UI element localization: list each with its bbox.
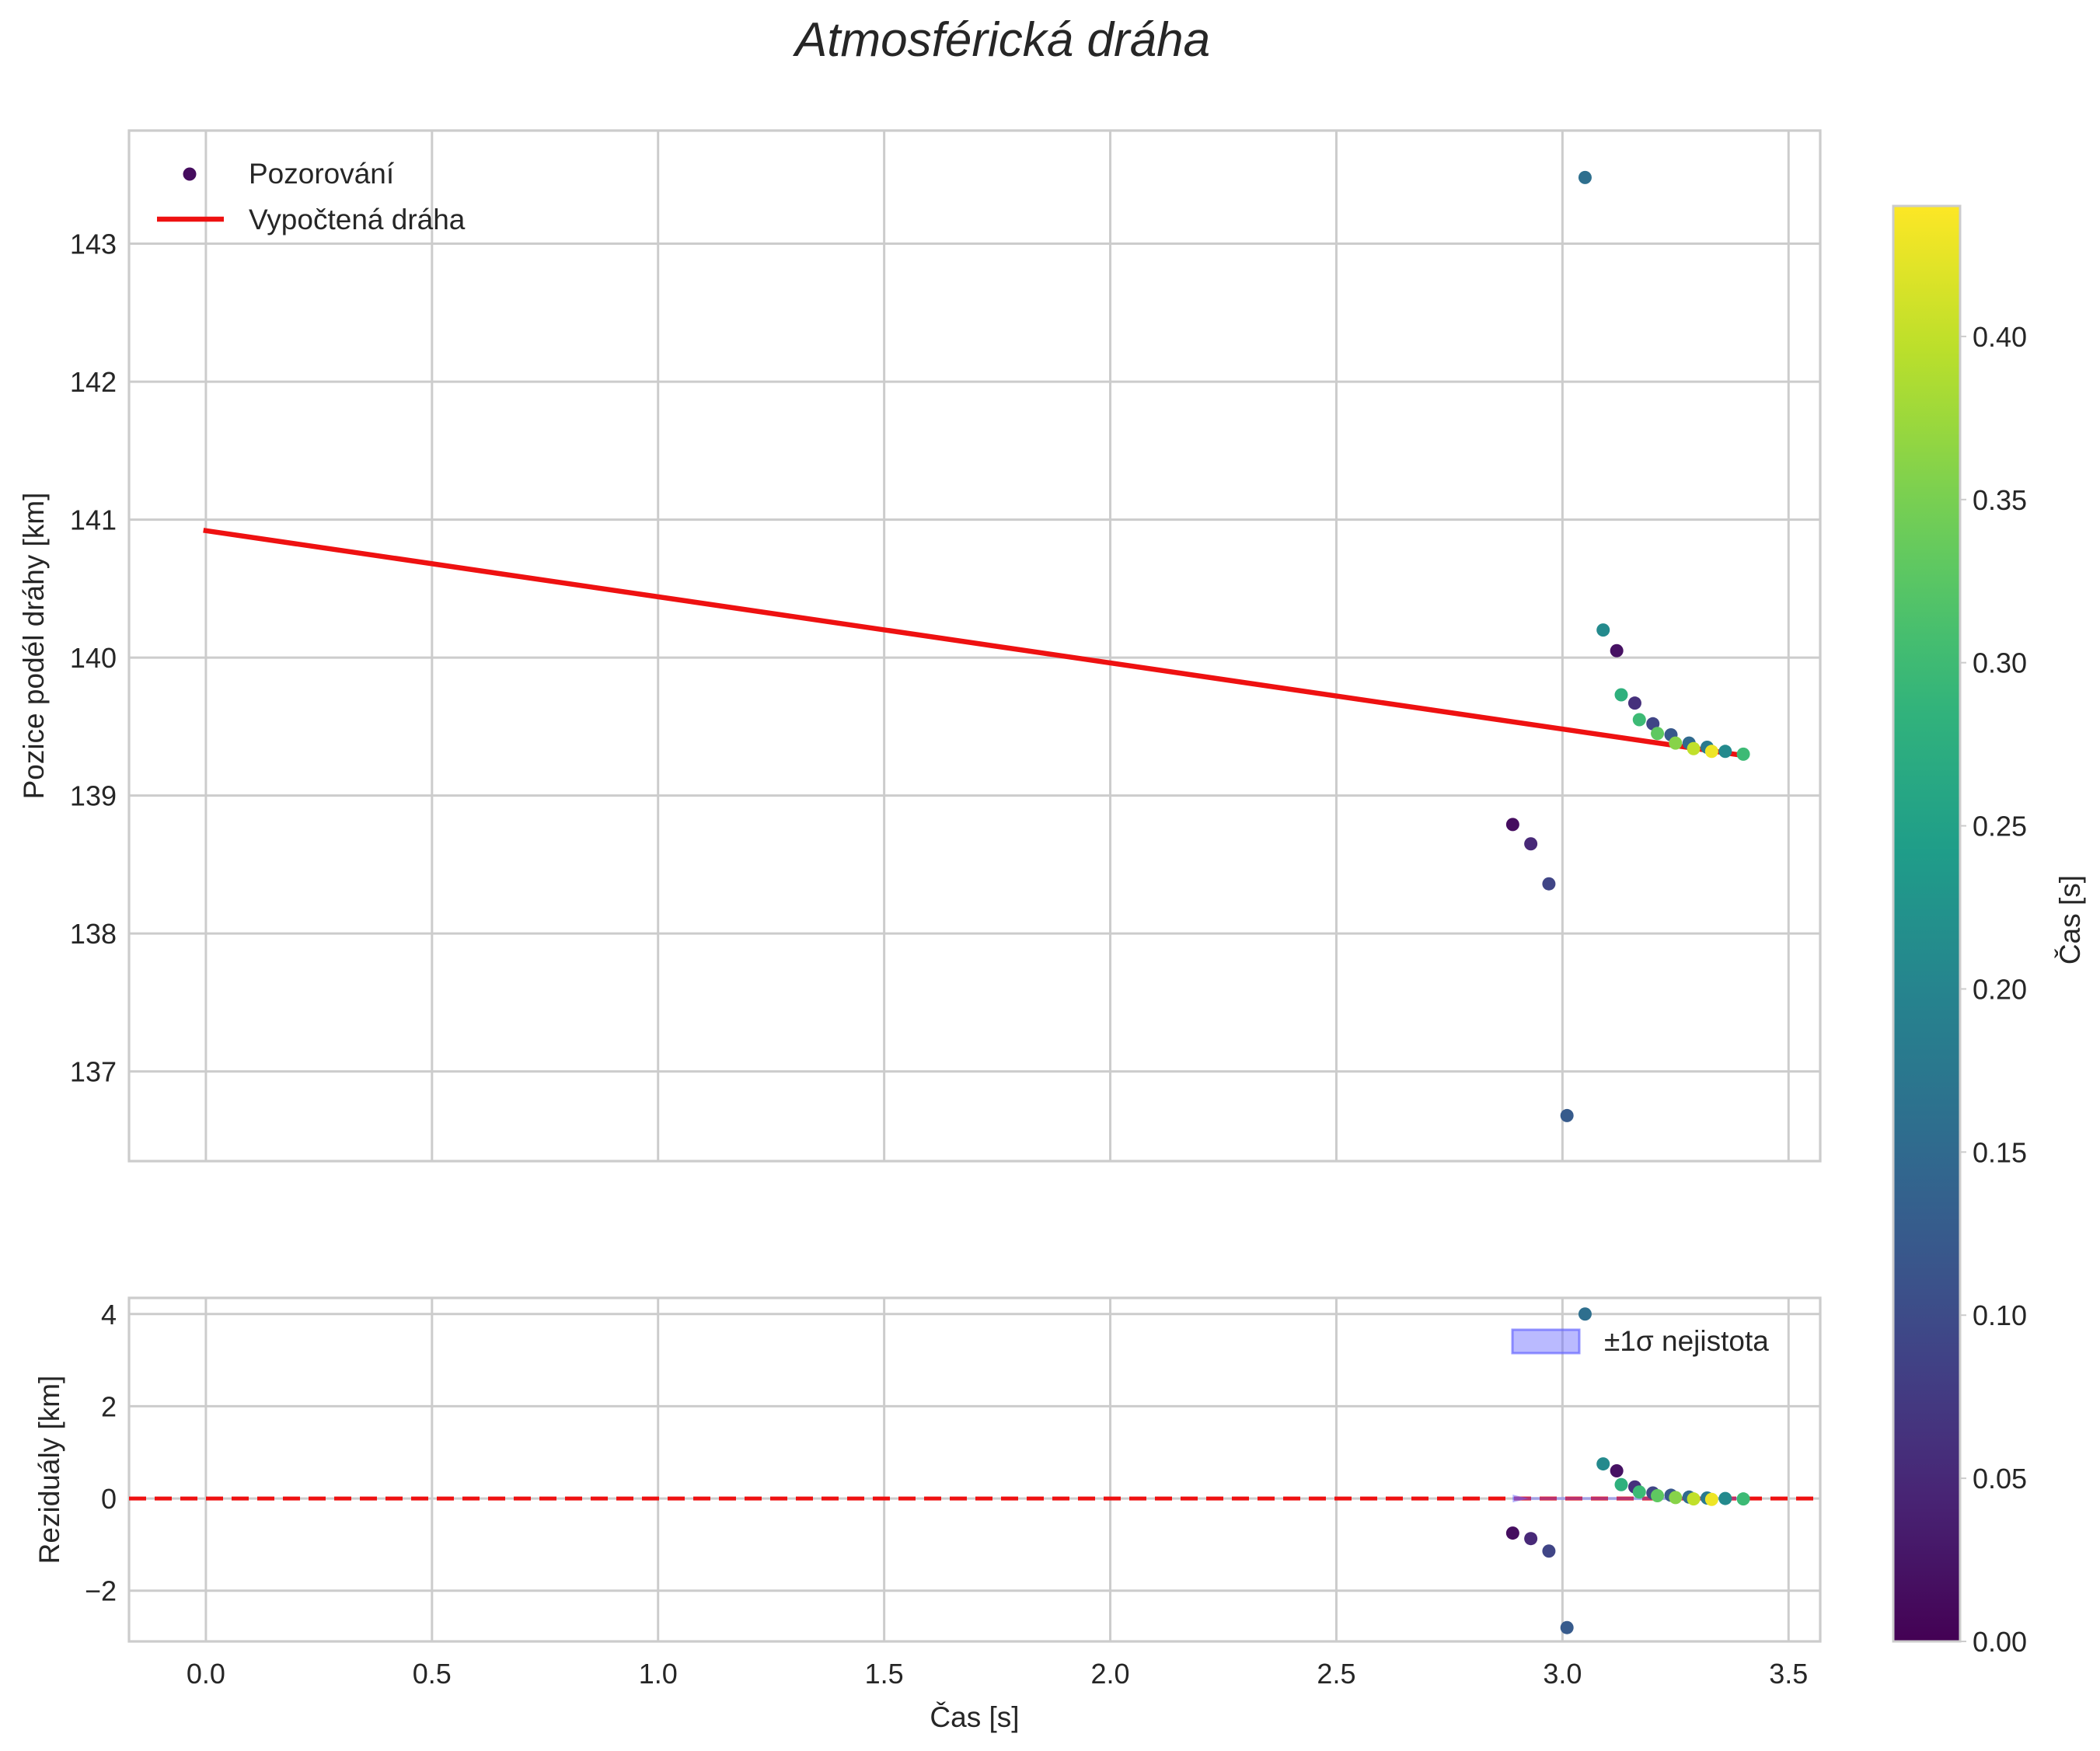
observation-point <box>1542 877 1556 891</box>
residual-point <box>1596 1457 1610 1471</box>
colorbar: 0.00 0.05 0.10 0.15 0.20 0.25 0.30 0.35 0.40 Čas … <box>1892 204 2086 1658</box>
colorbar-tick-label: 0.00 <box>1973 1626 2027 1658</box>
resid-y-tick-label: 4 <box>101 1299 117 1331</box>
residual-point <box>1578 1307 1592 1321</box>
colorbar-gradient <box>1892 204 1962 1643</box>
main-y-tick-label: 141 <box>70 504 117 536</box>
observation-point <box>1505 818 1519 832</box>
uncertainty-band <box>1512 1495 1529 1503</box>
colorbar-tick-label: 0.35 <box>1973 484 2027 516</box>
main-y-tick-label: 137 <box>70 1056 117 1088</box>
main-plot: 137 138 139 140 141 142 143 Pozice podél dráhy … <box>18 129 1822 1163</box>
observation-point <box>1669 736 1683 750</box>
residual-point <box>1560 1620 1574 1634</box>
legend-marker-observations <box>183 167 197 181</box>
main-y-tick-label: 139 <box>70 780 117 812</box>
residual-point <box>1736 1492 1750 1506</box>
residual-point <box>1524 1532 1538 1546</box>
x-tick-label: 2.0 <box>1091 1658 1130 1690</box>
x-tick-label: 3.5 <box>1769 1658 1808 1690</box>
colorbar-tick-label: 0.30 <box>1973 647 2027 679</box>
x-tick-label: 0.5 <box>413 1658 452 1690</box>
main-plot-frame <box>127 129 1822 1163</box>
main-y-tick-label: 140 <box>70 642 117 674</box>
legend-label-observations: Pozorování <box>249 158 395 190</box>
residual-point <box>1687 1492 1701 1506</box>
residual-point <box>1542 1544 1556 1558</box>
x-tick-label: 1.0 <box>639 1658 678 1690</box>
resid-y-axis-label: Reziduály [km] <box>33 1376 65 1564</box>
colorbar-tick-label: 0.05 <box>1973 1463 2027 1495</box>
observation-point <box>1632 713 1646 727</box>
resid-y-tick-label: 0 <box>101 1483 117 1515</box>
observation-point <box>1627 696 1641 710</box>
x-tick-label: 2.5 <box>1317 1658 1355 1690</box>
main-y-tick-label: 142 <box>70 366 117 398</box>
observation-point <box>1524 837 1538 851</box>
x-tick-label: 3.0 <box>1543 1658 1582 1690</box>
observation-point <box>1704 745 1718 759</box>
observation-point <box>1651 727 1665 741</box>
x-tick-label: 1.5 <box>865 1658 904 1690</box>
x-axis-label: Čas [s] <box>930 1701 1019 1733</box>
observation-point <box>1560 1108 1574 1122</box>
colorbar-tick-label: 0.40 <box>1973 321 2027 353</box>
residual-point <box>1632 1485 1646 1499</box>
residual-point <box>1505 1526 1519 1540</box>
observation-point <box>1687 741 1701 755</box>
residuals-plot-frame <box>127 1296 1822 1643</box>
x-tick-label: 0.0 <box>187 1658 225 1690</box>
legend-swatch-uncertainty <box>1511 1328 1581 1355</box>
residual-point <box>1718 1491 1732 1505</box>
colorbar-tick-label: 0.25 <box>1973 811 2027 842</box>
observation-point <box>1614 688 1628 702</box>
resid-y-tick-label: 2 <box>101 1390 117 1422</box>
residual-point <box>1704 1492 1718 1506</box>
residuals-plot: 0.0 0.5 1.0 1.5 2.0 2.5 3.0 3.5 −2 0 2 4 Reziduály [… <box>33 1296 1822 1733</box>
colorbar-tick-label: 0.10 <box>1973 1299 2027 1331</box>
legend-label-uncertainty: ±1σ nejistota <box>1604 1325 1769 1357</box>
residual-point <box>1651 1489 1665 1503</box>
resid-y-tick-label: −2 <box>85 1575 117 1607</box>
colorbar-label: Čas [s] <box>2054 875 2086 964</box>
residual-point <box>1614 1477 1628 1491</box>
observation-point <box>1736 747 1750 761</box>
main-y-tick-label: 138 <box>70 918 117 950</box>
fitted-trajectory-line <box>203 528 1746 759</box>
colorbar-tick-label: 0.15 <box>1973 1136 2027 1168</box>
residual-point <box>1610 1463 1624 1477</box>
observation-point <box>1596 623 1610 637</box>
observation-point <box>1610 644 1624 657</box>
colorbar-tick-label: 0.20 <box>1973 973 2027 1005</box>
residual-point <box>1669 1491 1683 1505</box>
main-y-tick-label: 143 <box>70 228 117 260</box>
observation-point <box>1578 170 1592 184</box>
observation-point <box>1718 745 1732 759</box>
main-y-axis-label: Pozice podél dráhy [km] <box>18 493 50 800</box>
legend-label-fitted: Vypočtená dráha <box>249 204 466 235</box>
chart-title: Atmosférická dráha <box>792 13 1210 67</box>
